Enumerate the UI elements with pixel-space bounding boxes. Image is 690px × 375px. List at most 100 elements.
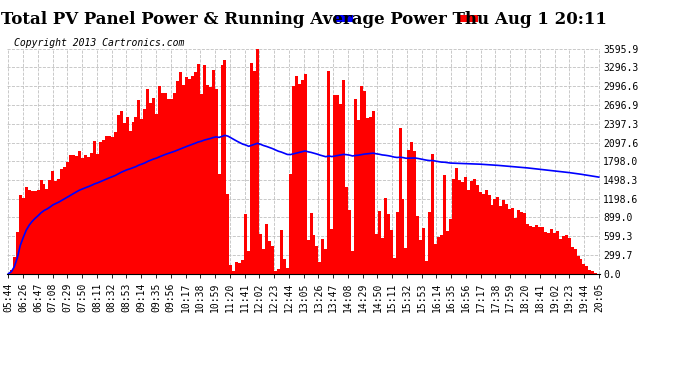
Bar (395, 213, 399, 274)
Bar (402, 199, 404, 274)
Bar (164, 93, 167, 274)
Bar (137, 100, 141, 274)
Bar (105, 136, 108, 274)
Text: Copyright 2013 Cartronics.com: Copyright 2013 Cartronics.com (14, 38, 184, 48)
Bar (34, 191, 37, 274)
Bar (313, 234, 315, 274)
Bar (553, 233, 556, 274)
Bar (93, 141, 96, 274)
Bar (280, 230, 283, 274)
Bar (295, 76, 297, 274)
Bar (108, 136, 110, 274)
Bar (416, 216, 420, 274)
Bar (30, 191, 34, 274)
Bar (360, 86, 363, 274)
Bar (378, 211, 381, 274)
Bar (297, 84, 301, 274)
Bar (544, 232, 547, 274)
Bar (253, 70, 256, 274)
Bar (434, 244, 437, 274)
Bar (247, 252, 250, 274)
Bar (466, 190, 470, 274)
Bar (488, 195, 491, 274)
Bar (72, 156, 75, 274)
Bar (571, 247, 573, 274)
Bar (13, 257, 16, 274)
Bar (428, 213, 431, 274)
Bar (155, 114, 158, 274)
Bar (110, 137, 114, 274)
Bar (283, 259, 286, 274)
Bar (188, 79, 191, 274)
Bar (393, 258, 395, 274)
Bar (333, 95, 336, 274)
Bar (327, 70, 331, 274)
Bar (161, 93, 164, 274)
Bar (458, 180, 461, 274)
Bar (351, 251, 354, 274)
Bar (221, 65, 224, 274)
Bar (158, 86, 161, 274)
Bar (271, 246, 274, 274)
Bar (78, 151, 81, 274)
Bar (152, 98, 155, 274)
Bar (381, 238, 384, 274)
Bar (185, 77, 188, 274)
Bar (22, 198, 25, 274)
Bar (25, 187, 28, 274)
Bar (256, 47, 259, 274)
Bar (529, 226, 532, 274)
Bar (69, 155, 72, 274)
Bar (19, 195, 22, 274)
Bar (425, 261, 428, 274)
Bar (375, 234, 378, 274)
Bar (523, 213, 526, 274)
Bar (559, 239, 562, 274)
Bar (384, 198, 386, 274)
Bar (37, 190, 39, 274)
Bar (315, 246, 319, 274)
Bar (51, 171, 55, 274)
Bar (241, 260, 244, 274)
Bar (331, 229, 333, 274)
Bar (16, 232, 19, 274)
Bar (102, 140, 105, 274)
Bar (301, 80, 304, 274)
Bar (452, 179, 455, 274)
Bar (482, 194, 484, 274)
Bar (87, 157, 90, 274)
Bar (262, 249, 265, 274)
Bar (99, 142, 102, 274)
Bar (366, 118, 369, 274)
Bar (564, 234, 568, 274)
Bar (176, 81, 179, 274)
Bar (562, 236, 564, 274)
Bar (589, 270, 591, 274)
Bar (538, 226, 541, 274)
Bar (48, 180, 51, 274)
Bar (493, 199, 497, 274)
Bar (259, 234, 262, 274)
Bar (585, 266, 589, 274)
Bar (573, 249, 577, 274)
Bar (191, 76, 194, 274)
Bar (550, 229, 553, 274)
Bar (274, 271, 277, 274)
Bar (117, 115, 119, 274)
Bar (479, 192, 482, 274)
Bar (304, 74, 306, 274)
Bar (43, 184, 46, 274)
Bar (502, 200, 505, 274)
Bar (582, 264, 585, 274)
Bar (404, 248, 407, 274)
Bar (322, 239, 324, 274)
Bar (591, 271, 594, 274)
Bar (114, 132, 117, 274)
Bar (203, 65, 206, 274)
Bar (126, 117, 128, 274)
Bar (60, 169, 63, 274)
Bar (57, 179, 60, 274)
Bar (324, 249, 327, 274)
Bar (215, 89, 217, 274)
Bar (547, 233, 550, 274)
